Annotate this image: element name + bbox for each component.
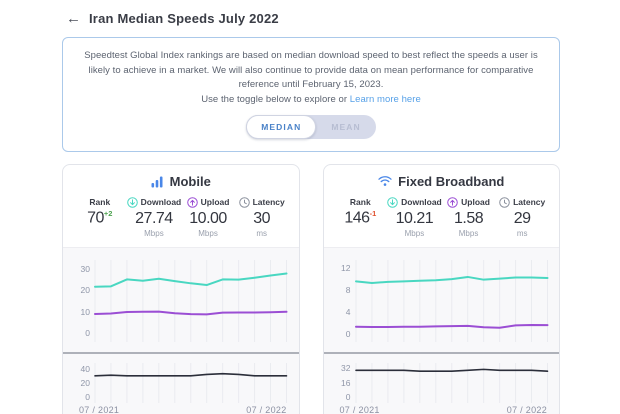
y-tick-label: 20: [80, 285, 90, 296]
fixed-card-header: Fixed Broadband: [324, 165, 560, 194]
fixed-download-stat: Download 10.21 Mbps: [387, 197, 442, 238]
download-unit: Mbps: [404, 228, 425, 238]
y-tick-label: 32: [341, 363, 351, 374]
chart-divider: [63, 351, 299, 354]
fixed-latency-stat: Latency 29 ms: [495, 197, 549, 238]
download-value: 10.21: [395, 209, 434, 227]
y-tick-label: 4: [345, 306, 351, 317]
fixed-latency-chart: 0 16 32: [341, 363, 548, 403]
x-axis-start-label: 07 / 2021: [339, 404, 380, 414]
notice-body-text: Speedtest Global Index rankings are base…: [84, 50, 538, 91]
y-tick-label: 16: [341, 377, 351, 388]
mobile-x-axis-labels: 07 / 2021 07 / 2022: [79, 405, 287, 414]
rank-label: Rank: [89, 196, 111, 207]
upload-icon: [447, 197, 458, 208]
upload-icon: [186, 197, 198, 208]
median-mean-toggle: MEDIAN MEAN: [246, 114, 376, 139]
fixed-card-title: Fixed Broadband: [398, 173, 505, 189]
mobile-charts-region: 0 10 20 30 0 20 40 07 / 2021 07 / 2022: [63, 246, 299, 414]
fixed-x-axis-labels: 07 / 2021 07 / 2022: [340, 405, 548, 414]
latency-clock-icon: [499, 197, 510, 208]
back-arrow-icon[interactable]: ←: [66, 10, 81, 27]
upload-value: 1.58: [453, 209, 484, 227]
fixed-broadband-card: Fixed Broadband Rank 146-1 Download: [322, 163, 560, 414]
upload-unit: Mbps: [458, 228, 479, 238]
fixed-rank-stat: Rank 146-1: [334, 197, 388, 238]
download-label: Download: [140, 197, 182, 208]
rank-delta-badge: -1: [369, 208, 377, 218]
download-unit: Mbps: [144, 228, 164, 238]
mobile-download-stat: Download 27.74 Mbps: [126, 197, 182, 238]
median-notice-box: Speedtest Global Index rankings are base…: [62, 37, 560, 152]
latency-label: Latency: [513, 197, 546, 208]
y-tick-label: 10: [80, 306, 90, 317]
rank-value: 70+2: [87, 208, 113, 227]
download-label: Download: [401, 197, 442, 208]
wifi-icon: [378, 176, 392, 187]
y-tick-label: 30: [80, 263, 90, 274]
y-tick-label: 0: [85, 392, 90, 403]
upload-unit: Mbps: [198, 228, 218, 238]
rank-value: 146-1: [344, 208, 377, 227]
y-tick-label: 12: [341, 263, 351, 274]
mobile-signal-bars-icon: [151, 176, 163, 188]
x-axis-start-label: 07 / 2021: [79, 404, 120, 414]
latency-value: 29: [513, 209, 531, 227]
download-icon: [387, 197, 398, 208]
learn-more-link[interactable]: Learn more here: [349, 94, 421, 106]
mobile-latency-chart: 0 20 40: [81, 363, 287, 403]
latency-clock-icon: [238, 197, 250, 208]
x-axis-end-label: 07 / 2022: [246, 404, 287, 414]
y-tick-label: 8: [345, 284, 351, 295]
rank-label: Rank: [349, 196, 371, 207]
latency-value: 30: [253, 209, 271, 227]
mobile-rank-stat: Rank 70+2: [73, 197, 127, 238]
toggle-option-median[interactable]: MEDIAN: [246, 114, 317, 139]
latency-unit: ms: [516, 228, 528, 238]
y-tick-label: 40: [80, 363, 90, 374]
notice-cta-line: Use the toggle below to explore or Learn…: [77, 93, 545, 108]
mobile-upload-stat: Upload 10.00 Mbps: [181, 197, 235, 238]
mobile-card: Mobile Rank 70+2 Download 27: [62, 163, 300, 414]
page-title: Iran Median Speeds July 2022: [89, 11, 279, 26]
download-icon: [126, 197, 138, 208]
mobile-speed-chart: 0 10 20 30: [81, 260, 287, 342]
page-header: ← Iran Median Speeds July 2022: [62, 8, 560, 26]
y-tick-label: 0: [345, 328, 351, 339]
mobile-stats-row: Rank 70+2 Download 27.74 Mbps: [63, 194, 299, 247]
latency-unit: ms: [256, 228, 267, 238]
y-tick-label: 0: [85, 328, 90, 339]
result-cards: Mobile Rank 70+2 Download 27: [62, 163, 560, 414]
upload-label: Upload: [461, 197, 490, 208]
upload-value: 10.00: [189, 209, 227, 227]
mobile-card-header: Mobile: [63, 165, 299, 194]
y-tick-label: 20: [80, 377, 90, 388]
fixed-stats-row: Rank 146-1 Download 10.21 Mbps: [324, 194, 560, 247]
chart-divider: [323, 351, 559, 354]
fixed-charts-region: 0 4 8 12 0 16 32 07 / 2021 07 / 2022: [323, 246, 559, 414]
notice-cta-text: Use the toggle below to explore or: [201, 94, 348, 106]
mobile-card-title: Mobile: [169, 173, 211, 189]
download-value: 27.74: [135, 209, 173, 227]
toggle-option-mean[interactable]: MEAN: [331, 121, 361, 132]
rank-delta-badge: +2: [103, 208, 113, 218]
upload-label: Upload: [200, 197, 230, 208]
x-axis-end-label: 07 / 2022: [506, 404, 547, 414]
y-tick-label: 0: [345, 392, 351, 403]
fixed-speed-chart: 0 4 8 12: [341, 260, 548, 342]
fixed-upload-stat: Upload 1.58 Mbps: [442, 197, 496, 238]
latency-label: Latency: [252, 197, 285, 208]
mobile-latency-stat: Latency 30 ms: [235, 197, 289, 238]
